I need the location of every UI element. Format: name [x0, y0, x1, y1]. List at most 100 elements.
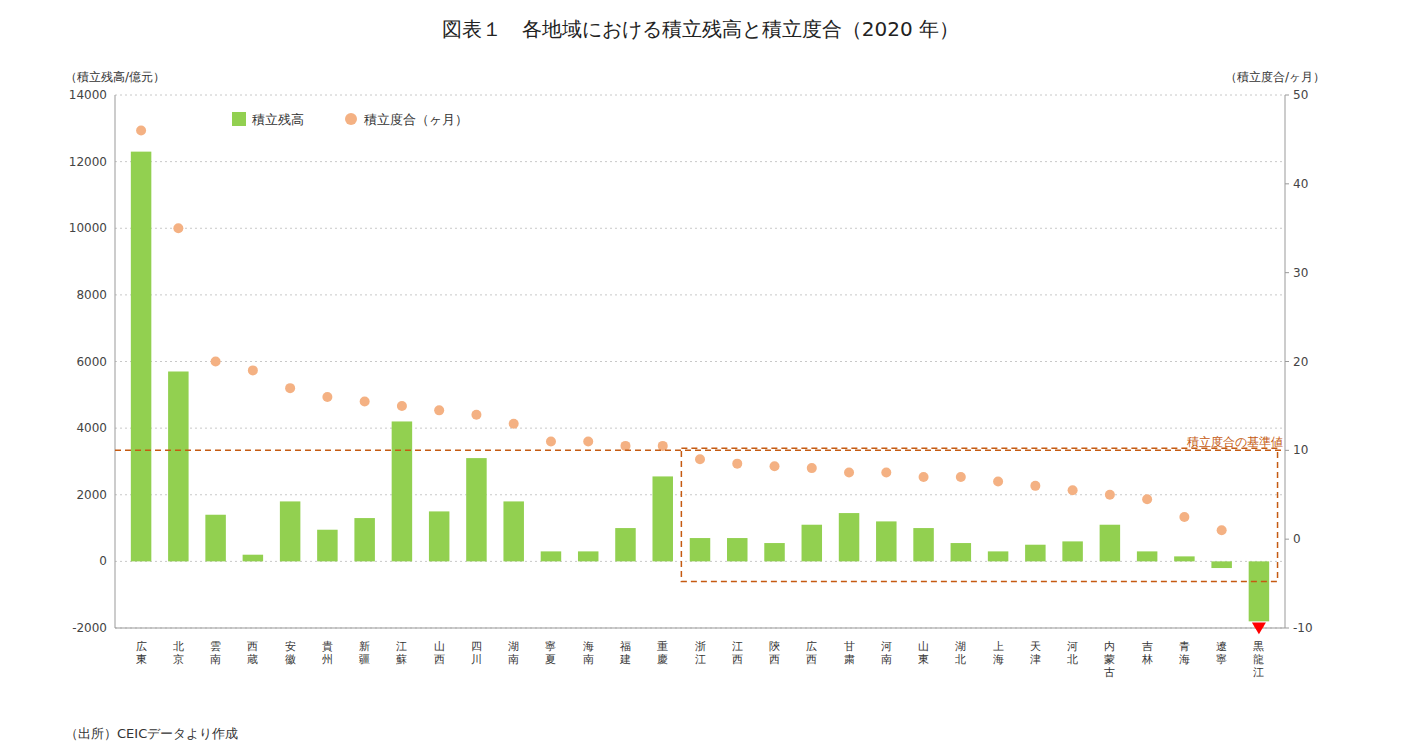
y2-tick: [1285, 95, 1289, 96]
x-tick-line: 南: [508, 653, 519, 666]
y2-tick: [1285, 183, 1289, 184]
scatter-point: [546, 436, 556, 446]
x-tick-line: 山: [918, 640, 929, 653]
scatter-point: [322, 392, 332, 402]
x-tick-label: 雲南: [210, 640, 221, 666]
bar: [690, 538, 710, 561]
scatter-point: [509, 419, 519, 429]
x-tick-label: 河南: [881, 640, 892, 666]
y2-tick: [1285, 272, 1289, 273]
x-tick-label: 黒龍江: [1253, 640, 1264, 679]
bar: [1211, 561, 1231, 568]
x-tick-label: 天津: [1030, 640, 1041, 666]
bar: [243, 555, 263, 562]
flag-marker: [1252, 622, 1266, 634]
x-tick-line: 州: [322, 653, 333, 666]
x-tick-line: 四: [471, 640, 482, 653]
legend-label: 積立残高: [252, 112, 304, 127]
x-tick-line: 甘: [844, 640, 855, 653]
x-tick-line: 南: [881, 653, 892, 666]
chart: -200002000400060008000100001200014000-10…: [0, 0, 1401, 754]
x-tick-label: 貴州: [322, 640, 333, 666]
x-tick-line: 蘇: [396, 653, 407, 666]
x-tick-label: 海南: [583, 640, 594, 666]
bar: [466, 458, 486, 561]
x-tick-line: 新: [359, 640, 370, 653]
x-tick-line: 蒙: [1104, 653, 1115, 666]
x-tick-line: 東: [918, 653, 929, 666]
x-tick-line: 粛: [844, 653, 855, 666]
bar: [578, 551, 598, 561]
grid-line: [115, 428, 1285, 429]
bar: [1249, 561, 1269, 621]
scatter-point: [881, 468, 891, 478]
x-tick-line: 江: [732, 640, 743, 653]
x-tick-line: 山: [434, 640, 445, 653]
x-tick-line: 浙: [695, 640, 706, 653]
y2-tick-label: 20: [1293, 355, 1308, 369]
x-tick-line: 黒: [1253, 640, 1264, 653]
x-tick-label: 寧夏: [545, 640, 556, 666]
x-tick-line: 遼: [1216, 640, 1227, 653]
y-axis-label: （積立残高/億元）: [65, 70, 165, 84]
y2-tick-label: 10: [1293, 443, 1308, 457]
y2-axis-label: （積立度合/ヶ月）: [1225, 70, 1325, 84]
grid-line: [115, 628, 1285, 629]
bar: [280, 501, 300, 561]
bar: [839, 513, 859, 561]
x-tick-line: 上: [993, 640, 1004, 653]
x-tick-line: 江: [695, 653, 706, 666]
scatter-point: [1217, 525, 1227, 535]
x-tick-label: 北京: [173, 640, 184, 666]
x-tick-label: 新疆: [359, 640, 370, 666]
x-tick-line: 西: [769, 653, 780, 666]
x-tick-line: 西: [247, 640, 258, 653]
scatter-point: [136, 126, 146, 136]
scatter-point: [732, 459, 742, 469]
x-tick-line: 陝: [769, 640, 780, 653]
x-tick-label: 吉林: [1141, 640, 1153, 666]
scatter-point: [583, 436, 593, 446]
source: （出所）CEICデータより作成: [65, 726, 238, 741]
y-tick-label: 4000: [76, 421, 107, 435]
x-tick-line: 北: [955, 653, 966, 666]
scatter-point: [993, 476, 1003, 486]
y2-tick: [1285, 450, 1289, 451]
scatter-point: [1179, 512, 1189, 522]
baseline: [115, 450, 1285, 452]
scatter-point: [1068, 485, 1078, 495]
x-tick-line: 福: [620, 640, 631, 653]
scatter-point: [658, 441, 668, 451]
x-tick-label: 湖南: [508, 640, 519, 666]
x-tick-line: 江: [1253, 666, 1264, 679]
legend: 積立残高 積立度合（ヶ月）: [232, 112, 468, 127]
x-tick-label: 遼寧: [1216, 640, 1227, 666]
x-tick-line: 寧: [545, 640, 556, 653]
background: [0, 0, 1401, 754]
grid-line: [115, 361, 1285, 362]
bar: [802, 525, 822, 562]
y-tick-label: 10000: [69, 221, 107, 235]
legend-label: 積立度合（ヶ月）: [364, 112, 468, 127]
y-tick-label: -2000: [72, 621, 107, 635]
bar: [541, 551, 561, 561]
x-tick-line: 西: [434, 653, 445, 666]
scatter-point: [471, 410, 481, 420]
x-tick-label: 広西: [806, 640, 817, 666]
x-tick-line: 安: [285, 640, 296, 653]
x-tick-label: 江西: [732, 640, 743, 666]
bar: [429, 511, 449, 561]
bar: [1174, 556, 1194, 561]
x-tick-line: 天: [1030, 640, 1041, 653]
x-tick-label: 広東: [136, 640, 147, 666]
x-tick-line: 雲: [210, 640, 221, 653]
x-tick-line: 湖: [508, 640, 519, 653]
bar: [317, 530, 337, 562]
x-tick-line: 龍: [1253, 653, 1264, 666]
scatter-point: [807, 463, 817, 473]
y2-tick: [1285, 539, 1289, 540]
x-tick-label: 内蒙古: [1104, 640, 1115, 679]
x-tick-line: 広: [136, 640, 147, 653]
bar: [727, 538, 747, 561]
x-tick-label: 河北: [1067, 640, 1078, 666]
